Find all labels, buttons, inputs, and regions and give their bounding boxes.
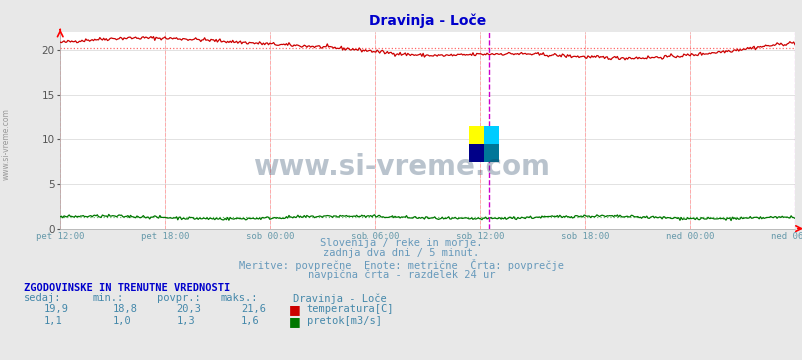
Text: navpična črta - razdelek 24 ur: navpična črta - razdelek 24 ur [307,270,495,280]
Text: 21,6: 21,6 [241,304,265,314]
Text: 1,0: 1,0 [112,316,131,326]
Text: ■: ■ [289,315,301,328]
Text: sob 00:00: sob 00:00 [245,232,294,241]
Text: Dravinja - Loče: Dravinja - Loče [293,293,387,304]
Title: Dravinja - Loče: Dravinja - Loče [368,14,486,28]
Bar [468,144,483,162]
Text: temperatura[C]: temperatura[C] [306,304,394,314]
Text: maks.:: maks.: [221,293,258,303]
Text: 20,3: 20,3 [176,304,201,314]
Text: pet 12:00: pet 12:00 [36,232,84,241]
Text: sob 06:00: sob 06:00 [350,232,399,241]
Text: www.si-vreme.com: www.si-vreme.com [2,108,11,180]
Text: sob 18:00: sob 18:00 [560,232,609,241]
Text: min.:: min.: [92,293,124,303]
Text: pretok[m3/s]: pretok[m3/s] [306,316,381,326]
Bar [483,126,498,144]
Text: 1,1: 1,1 [44,316,63,326]
Text: www.si-vreme.com: www.si-vreme.com [253,153,549,181]
Text: Meritve: povprečne  Enote: metrične  Črta: povprečje: Meritve: povprečne Enote: metrične Črta:… [239,259,563,271]
Text: ZGODOVINSKE IN TRENUTNE VREDNOSTI: ZGODOVINSKE IN TRENUTNE VREDNOSTI [24,283,230,293]
Text: ■: ■ [289,303,301,316]
Text: ned 06:00: ned 06:00 [770,232,802,241]
Bar [468,126,483,144]
Text: zadnja dva dni / 5 minut.: zadnja dva dni / 5 minut. [323,248,479,258]
Text: pet 18:00: pet 18:00 [141,232,189,241]
Text: sob 12:00: sob 12:00 [456,232,504,241]
Text: ned 00:00: ned 00:00 [665,232,713,241]
Text: 1,3: 1,3 [176,316,195,326]
Bar [483,144,498,162]
Text: povpr.:: povpr.: [156,293,200,303]
Text: 19,9: 19,9 [44,304,69,314]
Text: sedaj:: sedaj: [24,293,62,303]
Text: 1,6: 1,6 [241,316,259,326]
Text: Slovenija / reke in morje.: Slovenija / reke in morje. [320,238,482,248]
Text: 18,8: 18,8 [112,304,137,314]
